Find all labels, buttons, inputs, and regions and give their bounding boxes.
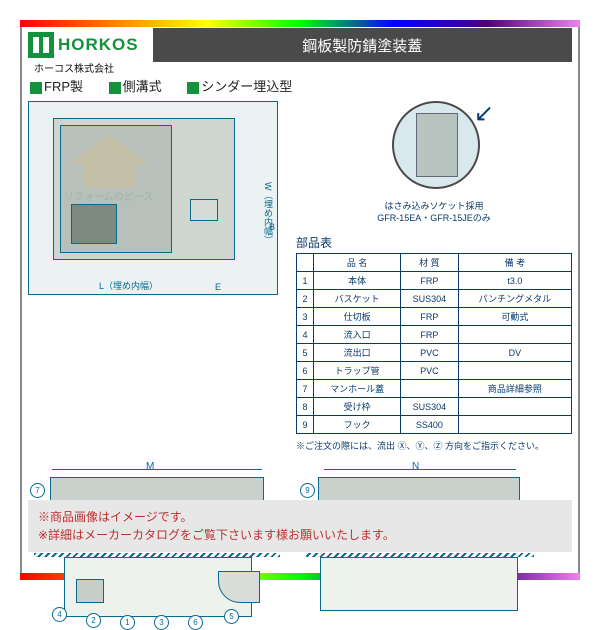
order-note: ※ご注文の際には、流出 Ⓧ、Ⓨ、Ⓩ 方向をご指示ください。: [296, 440, 572, 452]
brand-name: HORKOS: [58, 35, 139, 55]
dim-E: E: [215, 282, 221, 292]
tag-2: 側溝式: [109, 79, 162, 94]
table-body: 1本体FRPt3.02バスケットSUS304パンチングメタル3仕切板FRP可動式…: [297, 272, 572, 434]
dim-W: W（埋め内幅）: [262, 182, 275, 245]
fig-inner-box: [60, 125, 172, 253]
body: L（埋め内幅） E W（埋め内幅） B ↙ はさみ込みソケット採用 GFR-15…: [22, 101, 578, 453]
zoom-circle-icon: [392, 101, 480, 189]
table-row: 6トラップ管PVC: [297, 362, 572, 380]
rainbow-top: [20, 20, 580, 27]
zoom-part: [416, 113, 458, 177]
footer-line-2: ※詳細はメーカーカタログをご覧下さいます様お願いいたします。: [38, 528, 395, 542]
callout-4: 4: [52, 607, 67, 622]
callout-1: 1: [120, 615, 135, 630]
disclaimer: ※商品画像はイメージです。 ※詳細はメーカーカタログをご覧下さいます様お願いいた…: [28, 500, 572, 552]
square-icon: [109, 82, 121, 94]
square-icon: [187, 82, 199, 94]
footer-line-1: ※商品画像はイメージです。: [38, 510, 193, 524]
tag-1: FRP製: [30, 79, 83, 94]
dim-line: [324, 469, 516, 476]
callout-3: 3: [154, 615, 169, 630]
parts-heading: 部品表: [296, 234, 572, 251]
left-column: L（埋め内幅） E W（埋め内幅） B: [28, 101, 290, 453]
fig-hatch: [71, 204, 117, 244]
tag-3: シンダー埋込型: [187, 79, 292, 94]
table-row: 4流入口FRP: [297, 326, 572, 344]
dim-L: L（埋め内幅）: [99, 279, 158, 292]
dim-M: M: [146, 461, 154, 472]
table-row: 9フックSS400: [297, 416, 572, 434]
square-icon: [30, 82, 42, 94]
right-column: ↙ はさみ込みソケット採用 GFR-15EA・GFR-15JEのみ 部品表 品 …: [290, 101, 572, 453]
zoom-caption: はさみ込みソケット採用 GFR-15EA・GFR-15JEのみ: [296, 201, 572, 224]
fig-outer-box: [53, 118, 235, 260]
catalog-card: HORKOS ホーコス株式会社 鋼板製防錆塗装蓋 FRP製 側溝式 シンダー埋込…: [20, 20, 580, 580]
callout-7: 7: [30, 483, 45, 498]
header: HORKOS ホーコス株式会社 鋼板製防錆塗装蓋: [22, 22, 578, 66]
parts-table: 品 名 材 質 備 考 1本体FRPt3.02バスケットSUS304パンチングメ…: [296, 253, 572, 434]
table-row: 8受け枠SUS304: [297, 398, 572, 416]
dim-line: [52, 469, 262, 476]
logo-h-icon: [28, 32, 54, 58]
section-pit-2: [320, 557, 518, 611]
fig-outlet: [190, 199, 218, 221]
table-row: 3仕切板FRP可動式: [297, 308, 572, 326]
table-head: 品 名 材 質 備 考: [297, 254, 572, 272]
dim-N: N: [412, 461, 419, 472]
callout-5: 5: [224, 609, 239, 624]
zoom-pointer-icon: ↙: [474, 99, 494, 128]
callout-6: 6: [188, 615, 203, 630]
callout-9: 9: [300, 483, 315, 498]
table-row: 1本体FRPt3.0: [297, 272, 572, 290]
brand-logo[interactable]: HORKOS: [28, 28, 139, 62]
brand-company: ホーコス株式会社: [34, 60, 114, 75]
table-row: 5流出口PVCDV: [297, 344, 572, 362]
page-title: 鋼板製防錆塗装蓋: [153, 28, 572, 62]
callout-2: 2: [86, 613, 101, 628]
table-row: 2バスケットSUS304パンチングメタル: [297, 290, 572, 308]
socket-zoom[interactable]: ↙: [380, 101, 488, 197]
table-row: 7マンホール蓋商品詳細参照: [297, 380, 572, 398]
section-pipe: [76, 579, 104, 603]
top-view-figure[interactable]: L（埋め内幅） E W（埋め内幅） B: [28, 101, 278, 295]
dim-B: B: [269, 222, 275, 232]
